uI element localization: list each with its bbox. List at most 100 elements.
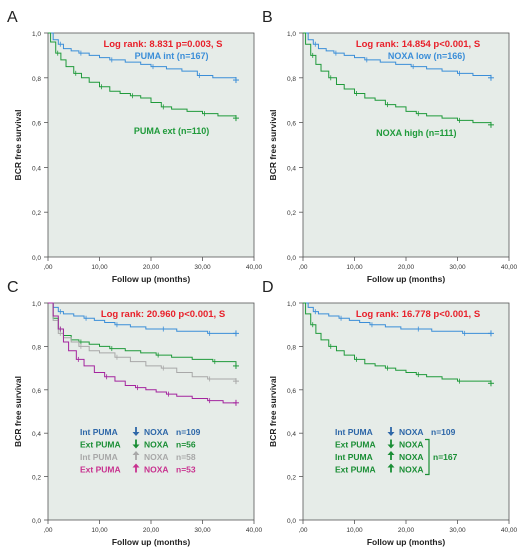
legend-group: Ext PUMA: [335, 465, 376, 475]
series-label: PUMA int (n=167): [135, 51, 209, 61]
x-tick-label: 10,00: [346, 264, 363, 271]
x-axis-title: Follow up (months): [112, 537, 191, 547]
panel-b: B 0,0 0,2 0,4 0,6 0,8 1,0 ,00 10,00 20,00 30,00 40,…: [262, 9, 518, 284]
x-tick-label: 30,00: [194, 264, 211, 271]
y-tick-label: 0,2: [287, 475, 296, 482]
y-tick-label: 0,0: [32, 255, 41, 262]
legend-group: Int PUMA: [80, 452, 118, 462]
x-axis-title: Follow up (months): [367, 537, 446, 547]
legend-group: Ext PUMA: [80, 465, 121, 475]
x-tick-label: 40,00: [501, 527, 518, 534]
arrow-down-head: [387, 432, 395, 436]
y-tick-label: 0,6: [287, 388, 296, 395]
survival-curve: [48, 302, 236, 334]
legend-gene: NOXA: [399, 440, 424, 450]
log-rank-stat: Log rank: 20.960 p<0.001, S: [101, 309, 225, 320]
x-tick-label: ,00: [43, 264, 52, 271]
legend-n: n=58: [176, 452, 196, 462]
y-tick-label: 0,4: [32, 165, 41, 172]
legend-group: Int PUMA: [335, 452, 373, 462]
arrow-down-head: [132, 432, 140, 436]
legend-gene: NOXA: [144, 440, 169, 450]
survival-curve: [303, 302, 491, 334]
series-label: PUMA ext (n=110): [134, 126, 209, 136]
survival-curve: [303, 32, 492, 78]
y-tick-label: 1,0: [287, 301, 296, 308]
x-tick-label: ,00: [43, 527, 52, 534]
y-tick-label: 0,4: [287, 431, 296, 438]
y-tick-label: 0,4: [32, 431, 41, 438]
x-axis-title: Follow up (months): [112, 274, 191, 284]
survival-curve: [48, 32, 237, 81]
y-tick-label: 0,8: [32, 76, 41, 83]
plot-area: [302, 32, 510, 258]
panel-a: A 0,0 0,2 0,4 0,6 0,8 1,0 ,00 10,00 20,00 30,00 40,…: [7, 9, 263, 284]
y-tick-label: 0,0: [287, 255, 296, 262]
y-tick-label: 0,8: [287, 344, 296, 351]
bracket-n-label: n=167: [433, 452, 458, 462]
y-tick-label: 0,4: [287, 165, 296, 172]
x-tick-label: 10,00: [346, 527, 363, 534]
y-tick-label: 0,6: [32, 388, 41, 395]
y-tick-label: 0,6: [287, 121, 296, 128]
x-tick-label: 10,00: [91, 264, 108, 271]
legend-gene: NOXA: [144, 465, 169, 475]
legend-group: Ext PUMA: [80, 440, 121, 450]
y-tick-label: 0,2: [32, 210, 41, 217]
panel-c: C 0,0 0,2 0,4 0,6 0,8 1,0 ,00 10,00 20,00 30,00 40,…: [7, 279, 263, 547]
arrow-up-head: [132, 463, 140, 468]
legend-gene: NOXA: [399, 427, 424, 437]
panel-d: D 0,0 0,2 0,4 0,6 0,8 1,0 ,00 10,00 20,00 30,00 40,…: [262, 279, 518, 547]
legend-group: Int PUMA: [80, 427, 118, 437]
log-rank-stat: Log rank: 8.831 p=0.003, S: [103, 39, 222, 50]
legend-gene: NOXA: [144, 427, 169, 437]
legend-gene: NOXA: [399, 452, 424, 462]
legend-n: n=56: [176, 440, 196, 450]
legend-n: n=109: [431, 427, 456, 437]
log-rank-stat: Log rank: 16.778 p<0.001, S: [356, 309, 480, 320]
legend-group: Ext PUMA: [335, 440, 376, 450]
panel-letter: C: [7, 279, 19, 296]
survival-curve: [303, 302, 492, 384]
x-tick-label: 40,00: [246, 527, 263, 534]
x-tick-label: 20,00: [143, 264, 160, 271]
y-tick-label: 0,2: [32, 475, 41, 482]
x-tick-label: 10,00: [91, 527, 108, 534]
y-tick-label: 0,0: [32, 518, 41, 525]
y-tick-label: 1,0: [287, 31, 296, 38]
panel-letter: B: [262, 9, 273, 26]
x-tick-label: ,00: [298, 264, 307, 271]
legend-group: Int PUMA: [335, 427, 373, 437]
x-axis-title: Follow up (months): [367, 274, 446, 284]
panel-letter: D: [262, 279, 274, 296]
y-axis-title: BCR free survival: [13, 110, 23, 181]
y-tick-label: 0,8: [32, 344, 41, 351]
arrow-down-head: [132, 444, 140, 449]
log-rank-stat: Log rank: 14.854 p<0.001, S: [356, 39, 480, 50]
y-tick-label: 0,8: [287, 76, 296, 83]
survival-curve: [48, 32, 237, 119]
plot-area: [47, 32, 255, 258]
survival-curve: [48, 302, 236, 404]
panel-letter: A: [7, 9, 18, 26]
x-tick-label: 30,00: [194, 527, 211, 534]
y-axis-title: BCR free survival: [13, 376, 23, 447]
x-tick-label: 40,00: [246, 264, 263, 271]
arrow-up-head: [387, 463, 395, 468]
arrow-down-head: [387, 444, 395, 449]
y-axis-title: BCR free survival: [268, 376, 278, 447]
y-tick-label: 0,6: [32, 121, 41, 128]
legend-bracket: [425, 438, 430, 476]
x-tick-label: 30,00: [449, 264, 466, 271]
plot-area: [47, 302, 255, 521]
x-tick-label: 20,00: [398, 527, 415, 534]
legend-gene: NOXA: [144, 452, 169, 462]
x-tick-label: 40,00: [501, 264, 518, 271]
y-tick-label: 0,0: [287, 518, 296, 525]
y-tick-label: 1,0: [32, 301, 41, 308]
survival-curve: [303, 32, 492, 125]
x-tick-label: 20,00: [398, 264, 415, 271]
arrow-up-head: [132, 451, 140, 455]
y-axis-title: BCR free survival: [268, 110, 278, 181]
